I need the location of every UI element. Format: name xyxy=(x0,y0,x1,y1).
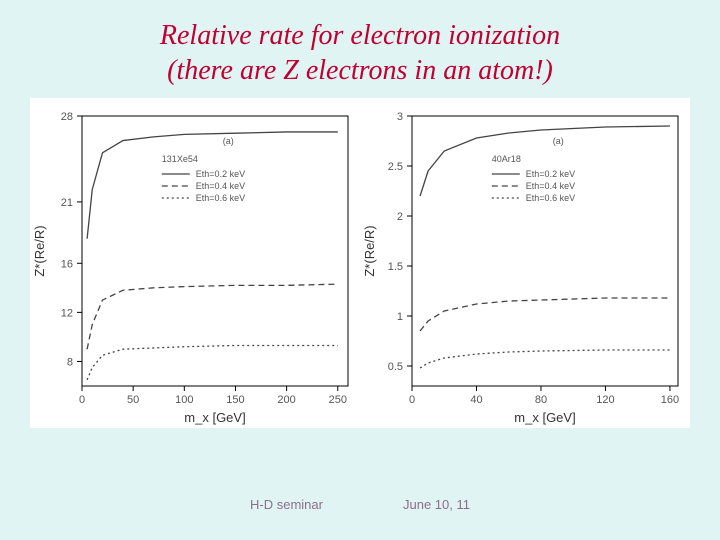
svg-text:0: 0 xyxy=(409,394,415,406)
svg-text:160: 160 xyxy=(661,394,679,406)
svg-text:131Xe54: 131Xe54 xyxy=(162,154,198,164)
svg-text:120: 120 xyxy=(596,394,614,406)
svg-text:200: 200 xyxy=(277,394,295,406)
title-line-2: (there are Z electrons in an atom!) xyxy=(167,55,553,86)
svg-text:40Ar18: 40Ar18 xyxy=(492,154,521,164)
right-chart-panel: 0 40 80 120 160 0.5 1 1.5 2 2.5 3 m_x [GeV] Z*(Re/R)… xyxy=(360,98,690,428)
svg-text:Eth=0.2 keV: Eth=0.2 keV xyxy=(526,169,575,179)
svg-text:150: 150 xyxy=(226,394,244,406)
svg-text:1: 1 xyxy=(397,311,403,323)
svg-text:250: 250 xyxy=(329,394,347,406)
svg-text:2.5: 2.5 xyxy=(388,161,403,173)
svg-text:Z*(Re/R): Z*(Re/R) xyxy=(362,225,377,276)
title-line-1: Relative rate for electron ionization xyxy=(160,20,560,51)
svg-text:28: 28 xyxy=(61,111,73,123)
svg-text:16: 16 xyxy=(61,258,73,270)
svg-text:12: 12 xyxy=(61,307,73,319)
svg-text:40: 40 xyxy=(470,394,482,406)
svg-text:(a): (a) xyxy=(553,136,564,146)
left-chart-svg: 0 50 100 150 200 250 8 12 16 21 28 m_x [GeV] Z*(Re/R… xyxy=(30,98,360,428)
svg-text:1.5: 1.5 xyxy=(388,261,403,273)
footer: H-D seminar June 10, 11 xyxy=(0,497,720,512)
svg-text:m_x [GeV]: m_x [GeV] xyxy=(184,410,245,425)
svg-text:8: 8 xyxy=(67,356,73,368)
svg-text:0: 0 xyxy=(79,394,85,406)
left-chart-panel: 0 50 100 150 200 250 8 12 16 21 28 m_x [GeV] Z*(Re/R… xyxy=(30,98,360,428)
svg-text:Eth=0.6 keV: Eth=0.6 keV xyxy=(196,193,245,203)
svg-text:Eth=0.6 keV: Eth=0.6 keV xyxy=(526,193,575,203)
slide-title: Relative rate for electron ionization (t… xyxy=(0,0,720,98)
svg-text:50: 50 xyxy=(127,394,139,406)
svg-text:21: 21 xyxy=(61,197,73,209)
right-chart-svg: 0 40 80 120 160 0.5 1 1.5 2 2.5 3 m_x [GeV] Z*(Re/R)… xyxy=(360,98,690,428)
footer-left: H-D seminar xyxy=(250,497,323,512)
charts-row: 050100150200250812162128m_x [GeV]Z*(Re/R… xyxy=(0,98,720,428)
svg-text:100: 100 xyxy=(175,394,193,406)
svg-text:m_x [GeV]: m_x [GeV] xyxy=(514,410,575,425)
svg-text:Eth=0.4 keV: Eth=0.4 keV xyxy=(526,181,575,191)
svg-text:Eth=0.2 keV: Eth=0.2 keV xyxy=(196,169,245,179)
svg-text:Eth=0.4 keV: Eth=0.4 keV xyxy=(196,181,245,191)
svg-text:80: 80 xyxy=(535,394,547,406)
svg-text:(a): (a) xyxy=(223,136,234,146)
footer-right: June 10, 11 xyxy=(403,497,470,512)
svg-text:0.5: 0.5 xyxy=(388,361,403,373)
svg-text:Z*(Re/R): Z*(Re/R) xyxy=(32,225,47,276)
svg-text:3: 3 xyxy=(397,111,403,123)
svg-text:2: 2 xyxy=(397,211,403,223)
